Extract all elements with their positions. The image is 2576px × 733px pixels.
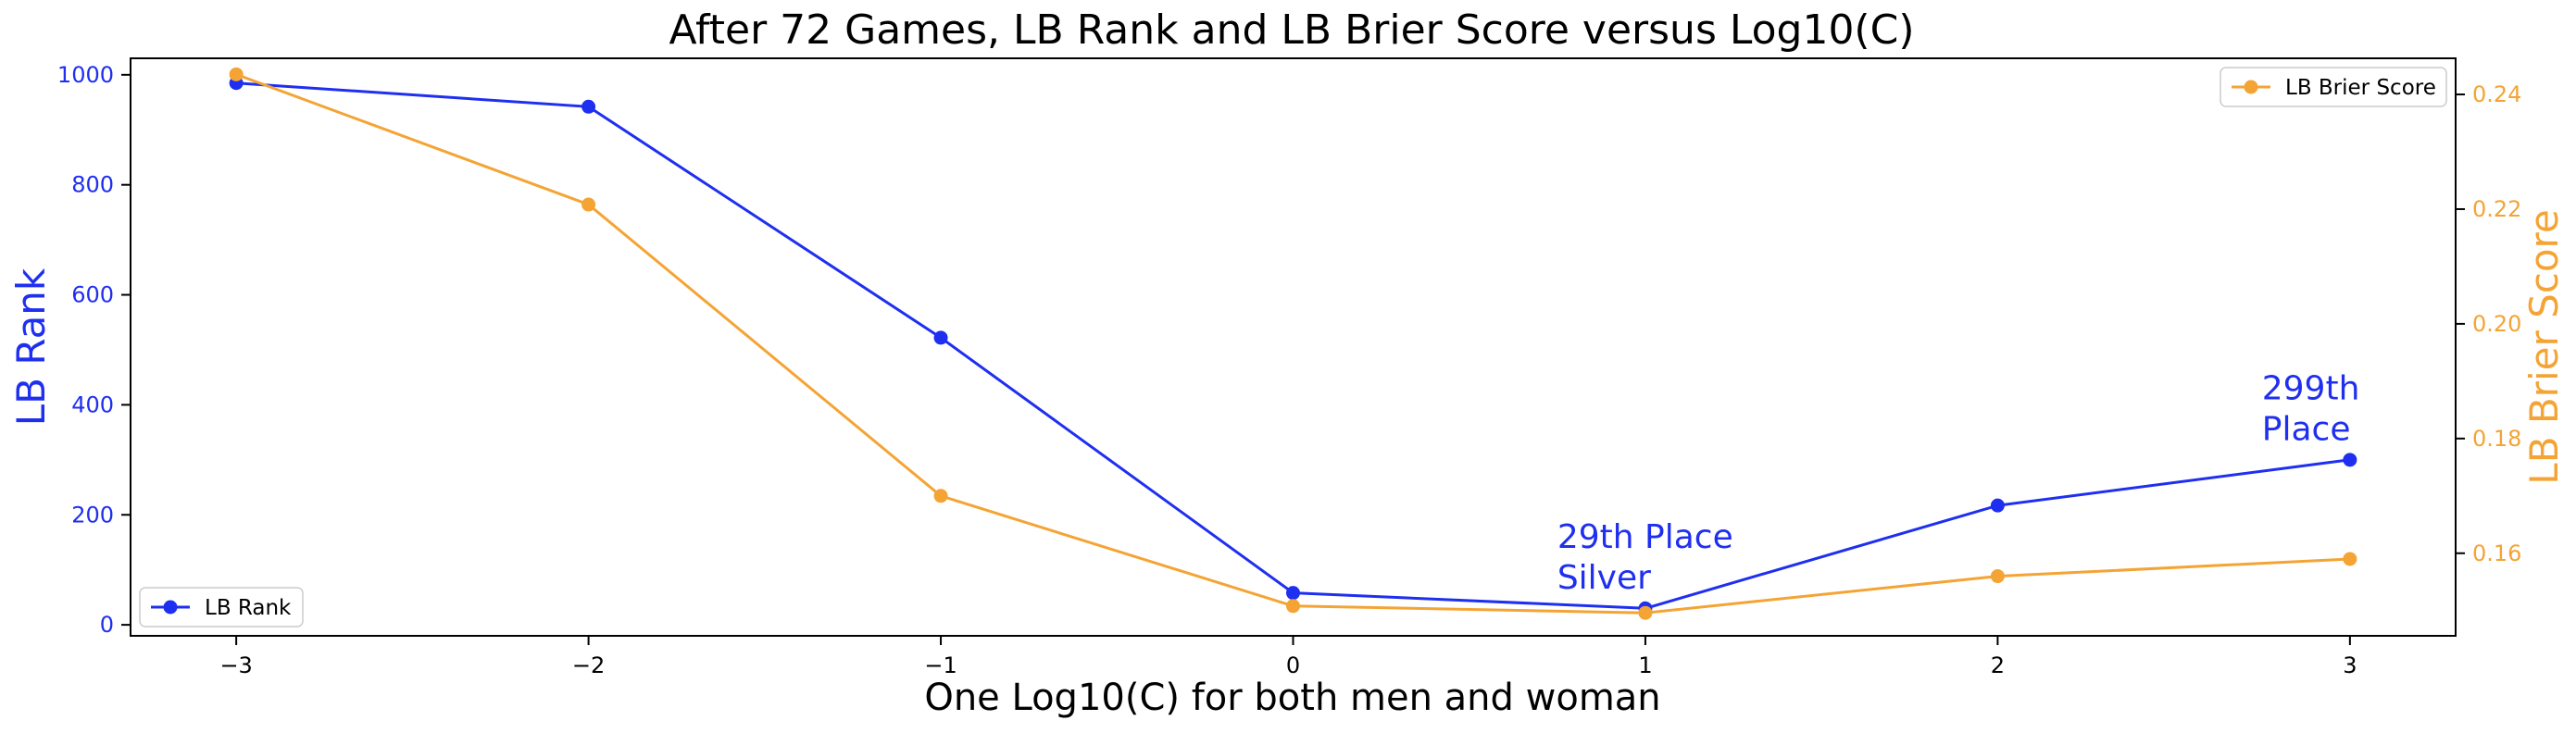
data-point-lb-brier-score bbox=[229, 67, 244, 81]
y-right-tick-label: 0.24 bbox=[2472, 81, 2521, 107]
x-axis: −3 −2 −1 0 1 2 3 bbox=[219, 636, 2357, 678]
x-tick-label: 3 bbox=[2343, 652, 2357, 678]
y-right-tick-label: 0.22 bbox=[2472, 196, 2521, 222]
y-right-tick-label: 0.16 bbox=[2472, 540, 2521, 566]
x-tick-label: −1 bbox=[924, 652, 957, 678]
annotation-text: Silver bbox=[1557, 559, 1651, 597]
y-left-axis: 0 200 400 600 800 1000 bbox=[57, 62, 131, 638]
y-right-axis-label: LB Brier Score bbox=[2521, 209, 2567, 484]
y-left-tick-label: 800 bbox=[71, 172, 114, 198]
annotation-text: Place bbox=[2262, 410, 2351, 448]
data-point-lb-rank bbox=[933, 330, 948, 345]
legend-swatch-marker bbox=[163, 600, 178, 615]
data-point-lb-rank bbox=[1286, 586, 1300, 601]
data-point-lb-brier-score bbox=[933, 489, 948, 503]
data-point-lb-brier-score bbox=[1638, 605, 1653, 620]
legend-label: LB Rank bbox=[205, 596, 292, 620]
legend-box bbox=[2220, 67, 2447, 107]
legend-layer: LB Rank LB Brier Score bbox=[139, 67, 2447, 627]
y-left-tick-label: 0 bbox=[100, 612, 114, 638]
y-left-tick-label: 200 bbox=[71, 502, 114, 528]
x-tick-label: −2 bbox=[572, 652, 605, 678]
plot-area bbox=[130, 57, 2457, 637]
x-tick-label: 2 bbox=[1991, 652, 2005, 678]
y-right-axis: 0.16 0.18 0.20 0.22 0.24 bbox=[2456, 81, 2521, 566]
data-point-lb-brier-score bbox=[1990, 569, 2005, 584]
series-line-lb-brier-score bbox=[235, 72, 2350, 615]
x-tick-label: −3 bbox=[219, 652, 252, 678]
x-axis-label: One Log10(C) for both men and woman bbox=[924, 677, 1660, 719]
data-point-lb-rank bbox=[2343, 453, 2357, 467]
data-point-lb-brier-score bbox=[2343, 552, 2357, 566]
chart-title: After 72 Games, LB Rank and LB Brier Sco… bbox=[669, 6, 1915, 54]
legend-label: LB Brier Score bbox=[2285, 76, 2436, 100]
data-point-lb-brier-score bbox=[1286, 599, 1300, 614]
annotation-text: 29th Place bbox=[1557, 518, 1733, 556]
series-layer bbox=[229, 67, 2357, 620]
data-point-lb-brier-score bbox=[581, 197, 596, 212]
data-point-lb-rank bbox=[1990, 498, 2005, 513]
y-right-tick-label: 0.20 bbox=[2472, 311, 2521, 337]
y-left-axis-label: LB Rank bbox=[8, 267, 54, 426]
y-left-tick-label: 400 bbox=[71, 391, 114, 417]
legend-swatch-marker bbox=[2244, 80, 2258, 94]
x-tick-label: 1 bbox=[1638, 652, 1652, 678]
data-point-lb-rank bbox=[581, 99, 596, 114]
y-right-tick-label: 0.18 bbox=[2472, 426, 2521, 452]
y-left-tick-label: 600 bbox=[71, 282, 114, 308]
y-left-tick-label: 1000 bbox=[57, 62, 114, 88]
series-line-lb-rank bbox=[235, 81, 2351, 610]
legend-box bbox=[139, 587, 304, 627]
annotation-text: 299th bbox=[2262, 369, 2360, 407]
x-tick-label: 0 bbox=[1286, 652, 1300, 678]
